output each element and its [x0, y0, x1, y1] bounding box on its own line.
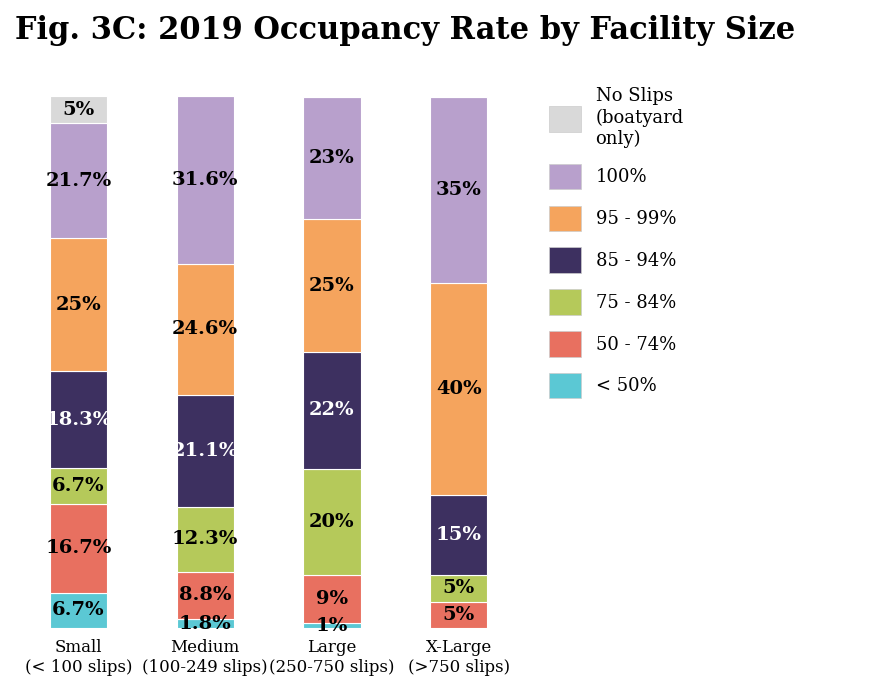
- Bar: [303, 97, 360, 219]
- Text: 5%: 5%: [442, 580, 474, 598]
- Bar: [303, 575, 360, 623]
- Bar: [303, 219, 360, 352]
- Bar: [430, 575, 486, 602]
- Bar: [50, 504, 107, 593]
- Text: 8.8%: 8.8%: [179, 587, 231, 605]
- Bar: [50, 123, 107, 238]
- Text: 35%: 35%: [435, 181, 481, 199]
- Text: 18.3%: 18.3%: [45, 410, 112, 429]
- Bar: [176, 572, 233, 618]
- Bar: [176, 395, 233, 507]
- Bar: [176, 507, 233, 572]
- Bar: [50, 238, 107, 371]
- Bar: [50, 97, 107, 123]
- Text: 20%: 20%: [309, 513, 354, 531]
- Bar: [176, 264, 233, 395]
- Legend: No Slips
(boatyard
only), 100%, 95 - 99%, 85 - 94%, 75 - 84%, 50 - 74%, < 50%: No Slips (boatyard only), 100%, 95 - 99%…: [540, 80, 690, 406]
- Text: 16.7%: 16.7%: [45, 540, 112, 558]
- Text: 5%: 5%: [62, 101, 95, 119]
- Text: 6.7%: 6.7%: [52, 601, 105, 620]
- Bar: [303, 352, 360, 469]
- Bar: [303, 469, 360, 575]
- Text: 24.6%: 24.6%: [172, 320, 238, 338]
- Text: 22%: 22%: [309, 401, 354, 419]
- Text: Fig. 3C: 2019 Occupancy Rate by Facility Size: Fig. 3C: 2019 Occupancy Rate by Facility…: [15, 15, 795, 46]
- Text: 6.7%: 6.7%: [52, 477, 105, 495]
- Text: 1.8%: 1.8%: [179, 614, 231, 632]
- Bar: [50, 593, 107, 628]
- Text: 40%: 40%: [436, 380, 481, 398]
- Bar: [430, 495, 486, 575]
- Text: 25%: 25%: [56, 296, 101, 314]
- Bar: [430, 97, 486, 283]
- Text: 21.7%: 21.7%: [45, 171, 112, 190]
- Text: 12.3%: 12.3%: [172, 530, 238, 548]
- Bar: [50, 371, 107, 468]
- Text: 5%: 5%: [442, 606, 474, 624]
- Text: 1%: 1%: [315, 616, 348, 634]
- Bar: [430, 283, 486, 495]
- Text: 23%: 23%: [308, 149, 354, 167]
- Text: 31.6%: 31.6%: [172, 171, 238, 189]
- Bar: [430, 602, 486, 628]
- Bar: [176, 96, 233, 264]
- Bar: [176, 618, 233, 628]
- Text: 15%: 15%: [435, 527, 481, 545]
- Text: 25%: 25%: [308, 276, 354, 294]
- Text: 9%: 9%: [315, 590, 347, 608]
- Text: 21.1%: 21.1%: [172, 442, 238, 460]
- Bar: [303, 623, 360, 628]
- Bar: [50, 468, 107, 504]
